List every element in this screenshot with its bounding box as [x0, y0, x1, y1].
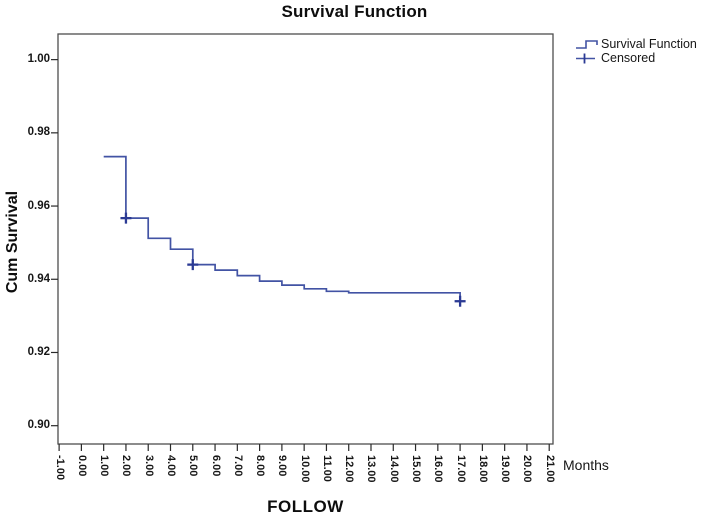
x-tick-label: 8.00	[254, 455, 267, 477]
legend-item-censored: Censored	[575, 51, 697, 65]
x-tick-label: 19.00	[499, 455, 512, 483]
x-tick-label: 9.00	[276, 455, 289, 477]
x-tick-label: 6.00	[209, 455, 222, 477]
x-tick-label: -1.00	[53, 455, 66, 481]
x-tick-label: 5.00	[187, 455, 200, 477]
x-tick-label: 10.00	[298, 455, 311, 483]
x-tick-label: 12.00	[343, 455, 356, 483]
x-tick-label: 0.00	[75, 455, 88, 477]
censored-markers	[120, 212, 466, 307]
x-tick-label: 13.00	[365, 455, 378, 483]
x-tick-label: 17.00	[454, 455, 467, 483]
x-axis-unit-label: Months	[563, 457, 609, 473]
x-tick-label: 3.00	[142, 455, 155, 477]
y-tick-label: 0.90	[27, 419, 50, 432]
y-tick-label: 0.98	[27, 126, 50, 139]
x-tick-label: 4.00	[165, 455, 177, 477]
x-tick-label: 20.00	[521, 455, 534, 483]
x-tick-label: 7.00	[231, 455, 244, 477]
legend: Survival Function Censored	[575, 37, 697, 65]
x-tick-label: 18.00	[476, 455, 489, 483]
survival-step-line	[103, 155, 461, 302]
x-tick-label: 1.00	[98, 455, 111, 477]
y-tick-label: 0.92	[27, 345, 50, 358]
x-tick-label: 15.00	[410, 455, 423, 483]
y-tick-label: 0.96	[27, 199, 50, 212]
x-tick-label: 21.00	[543, 455, 556, 483]
plus-marker-icon	[576, 53, 595, 63]
legend-label: Survival Function	[601, 37, 697, 51]
y-tick-label: 0.94	[27, 272, 50, 285]
step-line-icon	[576, 39, 598, 49]
x-tick-label: 14.00	[387, 455, 400, 483]
plot-frame-border	[57, 33, 554, 445]
chart-title: Survival Function	[281, 2, 428, 21]
x-tick-label: 16.00	[432, 455, 445, 483]
x-tick-label: 2.00	[120, 455, 133, 477]
legend-item-survival-function: Survival Function	[575, 37, 697, 51]
y-tick-label: 1.00	[27, 53, 50, 66]
x-axis-title: FOLLOW	[267, 497, 344, 516]
legend-label: Censored	[601, 51, 656, 65]
x-tick-label: 11.00	[320, 455, 333, 482]
